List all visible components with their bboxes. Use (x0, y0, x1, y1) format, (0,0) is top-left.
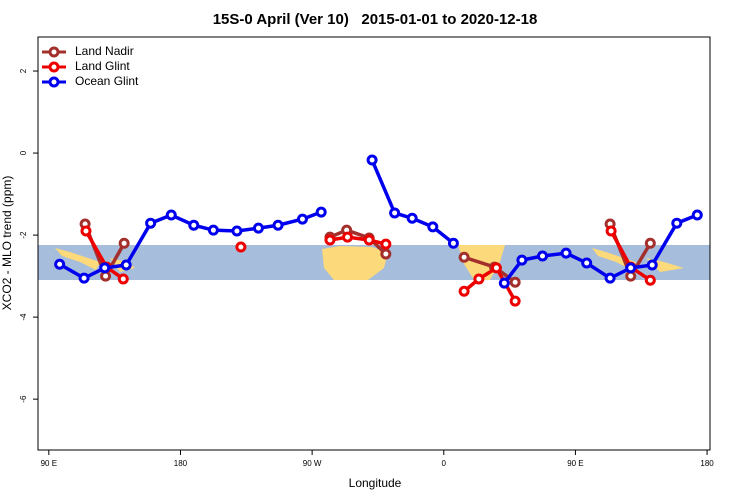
point (380, 238, 392, 250)
y-tick-label: 0 (19, 150, 28, 155)
y-tick-label: -4 (19, 313, 28, 321)
legend-label: Ocean Glint (75, 74, 139, 88)
point (366, 154, 378, 166)
point (207, 224, 219, 236)
point (604, 272, 616, 284)
point (509, 295, 521, 307)
point (235, 241, 247, 253)
point (560, 247, 572, 259)
point (644, 274, 656, 286)
land-shape (322, 246, 388, 280)
point (646, 259, 658, 271)
point (99, 262, 111, 274)
point (188, 219, 200, 231)
point (78, 272, 90, 284)
point (427, 221, 439, 233)
point (363, 234, 375, 246)
point (342, 231, 354, 243)
point (473, 273, 485, 285)
point (671, 217, 683, 229)
point (296, 213, 308, 225)
point (117, 273, 129, 285)
point (315, 206, 327, 218)
legend-marker (48, 76, 60, 88)
point (389, 207, 401, 219)
point (54, 258, 66, 270)
point (458, 251, 470, 263)
point (406, 212, 418, 224)
point (118, 237, 130, 249)
point (145, 217, 157, 229)
legend-label: Land Nadir (75, 44, 134, 58)
legend-label: Land Glint (75, 59, 130, 73)
point (120, 259, 132, 271)
y-tick-label: -2 (19, 231, 28, 239)
x-tick-label: 0 (442, 459, 447, 468)
y-tick-label: 2 (19, 68, 28, 73)
x-tick-label: 90 E (41, 459, 57, 468)
point (272, 219, 284, 231)
point (516, 254, 528, 266)
point (380, 248, 392, 260)
x-tick-label: 180 (174, 459, 188, 468)
land-shape (55, 248, 135, 272)
chart-title: 15S-0 April (Ver 10) 2015-01-01 to 2020-… (213, 11, 538, 28)
point (644, 237, 656, 249)
point (605, 225, 617, 237)
x-tick-label: 180 (700, 459, 714, 468)
point (490, 262, 502, 274)
point (458, 285, 470, 297)
x-axis-title: Longitude (349, 476, 402, 490)
point (324, 234, 336, 246)
legend-marker (48, 61, 60, 73)
point (509, 276, 521, 288)
map-band (38, 245, 710, 280)
point (80, 225, 92, 237)
point (231, 225, 243, 237)
y-tick-label: -6 (19, 395, 28, 403)
plot-frame (37, 36, 711, 451)
y-axis-title: XCO2 - MLO trend (ppm) (0, 176, 14, 311)
x-tick-label: 90 W (303, 459, 322, 468)
point (625, 262, 637, 274)
point (581, 257, 593, 269)
point (165, 209, 177, 221)
point (537, 250, 549, 262)
point (447, 237, 459, 249)
x-tick-label: 90 E (567, 459, 583, 468)
point (252, 222, 264, 234)
legend-marker (48, 46, 60, 58)
land-shape (592, 248, 684, 272)
point (691, 209, 703, 221)
point (498, 277, 510, 289)
